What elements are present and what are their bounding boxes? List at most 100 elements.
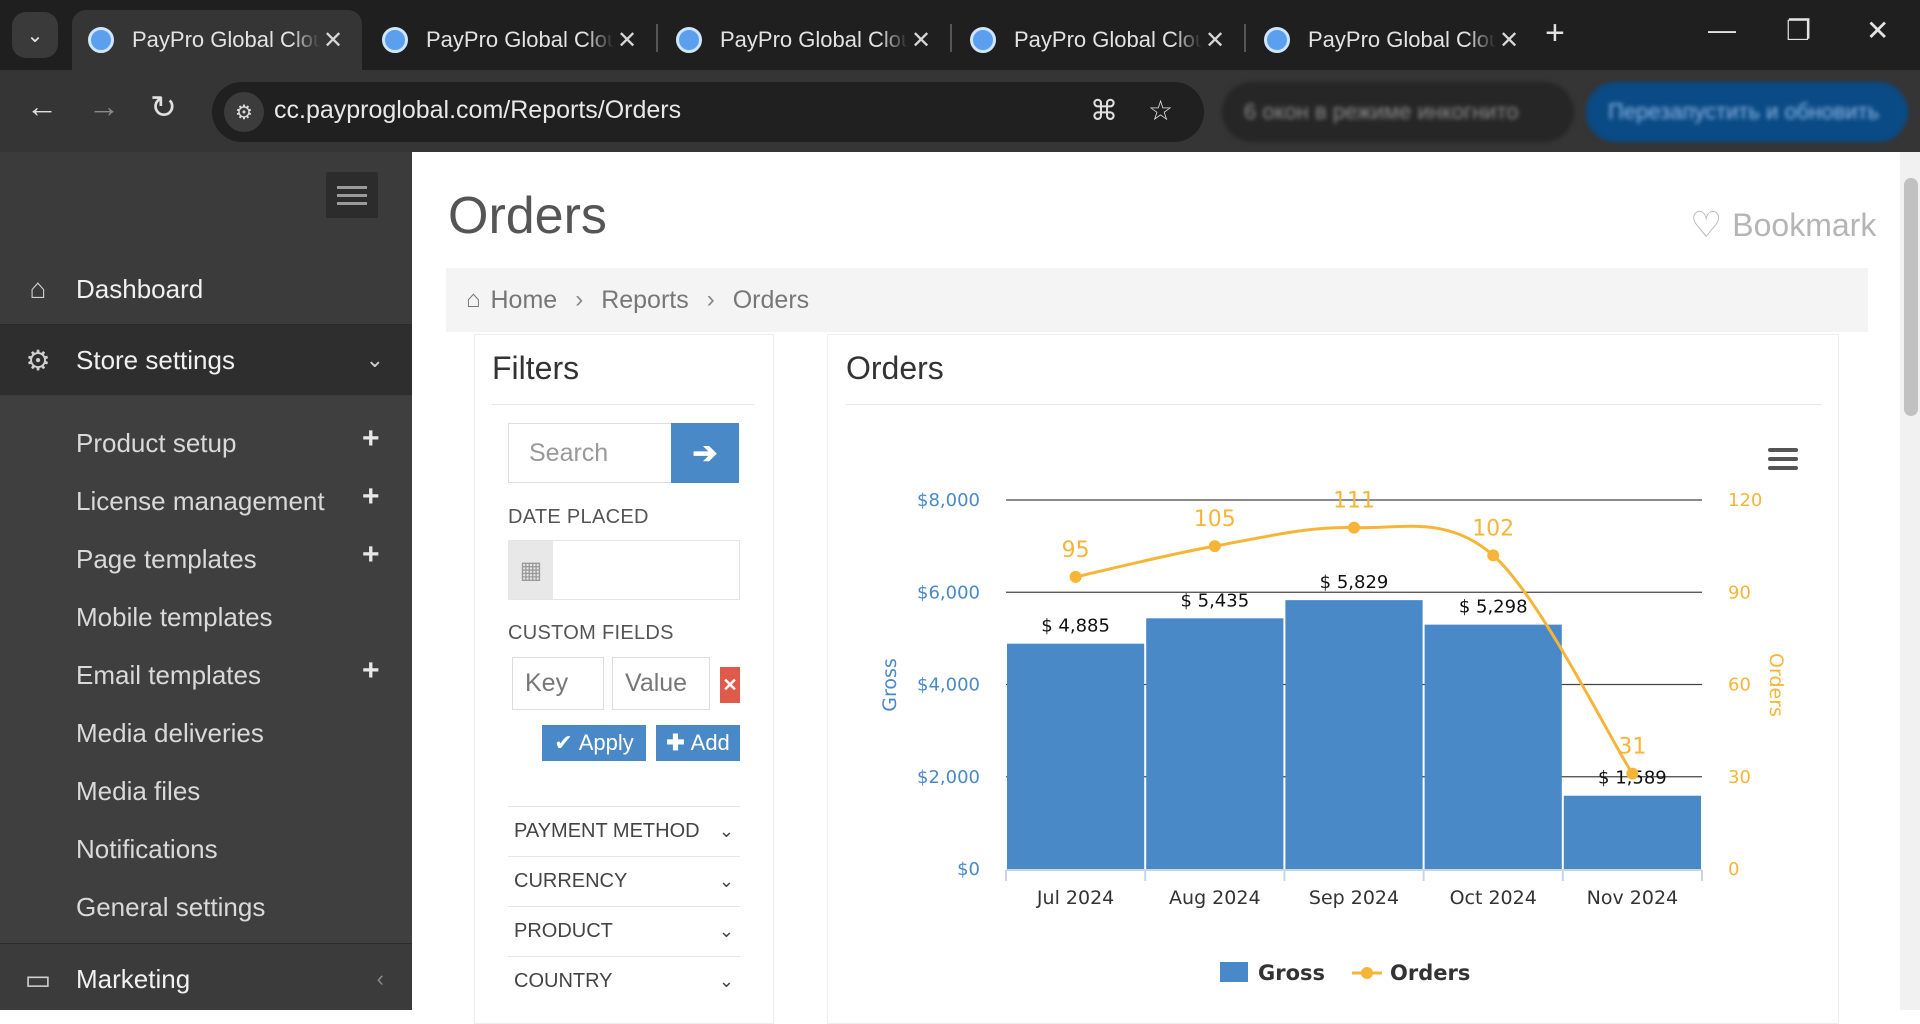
orders-point [1348,521,1360,534]
sidebar-subitem-label: Media deliveries [76,718,264,748]
minimize-button[interactable]: — [1708,14,1736,45]
apply-label: Apply [578,730,634,755]
bar [1285,600,1423,869]
reload-button[interactable]: ↻ [150,89,177,125]
orders-data-label: 31 [1618,735,1646,760]
sidebar-subitem[interactable]: Notifications [0,830,412,870]
close-tab-icon[interactable]: ✕ [1498,26,1520,54]
close-tab-icon[interactable]: ✕ [322,26,344,54]
orders-point [1487,549,1500,562]
filter-accordion[interactable]: PRODUCT ⌄ [508,906,740,955]
browser-tab[interactable]: PayPro Global Cloud ✕ [1248,10,1538,70]
bar-data-label: $ 5,829 [1320,572,1389,593]
sidebar-item-marketing[interactable]: ▭ Marketing ‹ [0,944,412,1014]
sidebar-subitem[interactable]: Mobile templates [0,598,412,638]
browser-tab[interactable]: PayPro Global Cloud ✕ [660,10,950,70]
search-submit-button[interactable]: ➔ [671,423,739,483]
back-button[interactable]: ← [26,88,58,124]
sidebar-item-label: Dashboard [76,273,204,304]
breadcrumb-reports[interactable]: Reports [601,285,689,314]
bar [1146,618,1284,869]
sidebar-item-label: Marketing [76,963,191,994]
url-text[interactable]: cc.payproglobal.com/Reports/Orders [274,96,682,124]
close-tab-icon[interactable]: ✕ [616,26,638,54]
accordion-label: CURRENCY [514,869,628,892]
star-icon[interactable]: ☆ [1148,95,1174,126]
custom-value-input[interactable]: Value [612,657,710,710]
sidebar-item-store-settings[interactable]: ⚙ Store settings ⌄ [0,325,412,395]
legend-gross-swatch [1220,962,1248,982]
filter-accordion[interactable]: CURRENCY ⌄ [508,856,740,905]
expand-plus-icon[interactable]: + [362,480,380,513]
filters-title: Filters [492,350,580,386]
sidebar-subitem-label: General settings [76,892,266,922]
chart-menu-button[interactable] [1768,448,1798,470]
orders-data-label: 105 [1194,507,1236,532]
close-window-button[interactable]: ✕ [1866,15,1890,46]
bookmark-button[interactable]: ♡ Bookmark [1690,204,1876,246]
site-info-icon[interactable]: ⚙ [224,92,264,132]
orders-chart-title: Orders [846,350,944,386]
orders-data-label: 102 [1472,516,1514,541]
translate-icon[interactable]: ⌘ [1090,95,1118,126]
expand-plus-icon[interactable]: + [362,422,380,455]
y-tick-label: $2,000 [917,767,980,788]
sidebar-subitem-label: Mobile templates [76,602,273,632]
bookmark-label: Bookmark [1732,206,1877,243]
expand-plus-icon[interactable]: + [362,538,380,571]
y-tick-label: $8,000 [917,490,980,511]
sidebar-item-dashboard[interactable]: ⌂ Dashboard [0,254,412,324]
sidebar: ⌂ Dashboard ⚙ Store settings ⌄ Product s… [0,152,412,1010]
scrollbar-thumb[interactable] [1904,178,1918,416]
apply-button[interactable]: ✔ Apply [542,725,646,761]
sidebar-subitem[interactable]: Media files [0,772,412,812]
restore-button[interactable]: ❐ [1786,15,1812,46]
browser-tab[interactable]: PayPro Global Cloud ✕ [366,10,656,70]
sidebar-subitem-label: Email templates [76,660,261,690]
filter-accordion[interactable]: COUNTRY ⌄ [508,956,740,1005]
browser-tab[interactable]: PayPro Global Cloud ✕ [72,10,362,70]
remove-field-button[interactable]: ✕ [720,667,740,703]
new-tab-button[interactable]: + [1545,14,1565,52]
sidebar-subitem[interactable]: Product setup + [0,422,412,464]
forward-button[interactable]: → [88,88,120,124]
search-input[interactable]: Search [508,423,672,483]
incognito-windows-pill[interactable]: 6 окон в режиме инкогнито [1222,82,1574,142]
tab-title: PayPro Global Cloud [1308,27,1496,52]
tab-title: PayPro Global Cloud [720,27,908,52]
sidebar-subitem[interactable]: Page templates + [0,538,412,580]
add-button[interactable]: ✚ Add [656,725,740,761]
y-tick-label: $6,000 [917,582,980,603]
paypro-favicon-icon [88,27,114,53]
sidebar-subitem[interactable]: License management + [0,480,412,522]
legend-orders-label: Orders [1390,961,1470,985]
calendar-icon[interactable]: ▦ [509,541,553,599]
sidebar-subitem[interactable]: Media deliveries [0,714,412,754]
date-placed-input[interactable]: ▦ [508,540,740,600]
browser-toolbar: ← → ↻ ⚙ cc.payproglobal.com/Reports/Orde… [0,70,1920,152]
filter-accordion[interactable]: PAYMENT METHOD ⌄ [508,806,740,855]
heart-icon: ♡ [1690,204,1723,245]
sidebar-subitem[interactable]: General settings [0,888,412,928]
address-bar[interactable]: ⚙ cc.payproglobal.com/Reports/Orders ⌘ ☆ [212,82,1204,142]
tab-search-button[interactable]: ⌄ [12,12,58,58]
custom-key-input[interactable]: Key [512,657,604,710]
home-icon: ⌂ [466,286,481,313]
close-icon: ✕ [722,674,738,695]
paypro-favicon-icon [382,27,408,53]
breadcrumb-home[interactable]: Home [490,285,558,314]
chevron-down-icon: ⌄ [26,24,44,47]
close-tab-icon[interactable]: ✕ [1204,26,1226,54]
sidebar-toggle-button[interactable] [326,172,378,218]
breadcrumb: ⌂ Home › Reports › Orders [446,268,1868,332]
x-tick-label: Oct 2024 [1450,887,1537,909]
sidebar-subitem[interactable]: Email templates + [0,654,412,696]
relaunch-update-button[interactable]: Перезапустить и обновить [1586,82,1908,142]
close-tab-icon[interactable]: ✕ [910,26,932,54]
browser-tab[interactable]: PayPro Global Cloud ✕ [954,10,1244,70]
orders-point [1208,540,1221,553]
check-icon: ✔ [554,730,573,755]
x-tick-label: Sep 2024 [1309,887,1399,909]
bar-data-label: $ 5,298 [1459,597,1528,618]
expand-plus-icon[interactable]: + [362,654,380,687]
